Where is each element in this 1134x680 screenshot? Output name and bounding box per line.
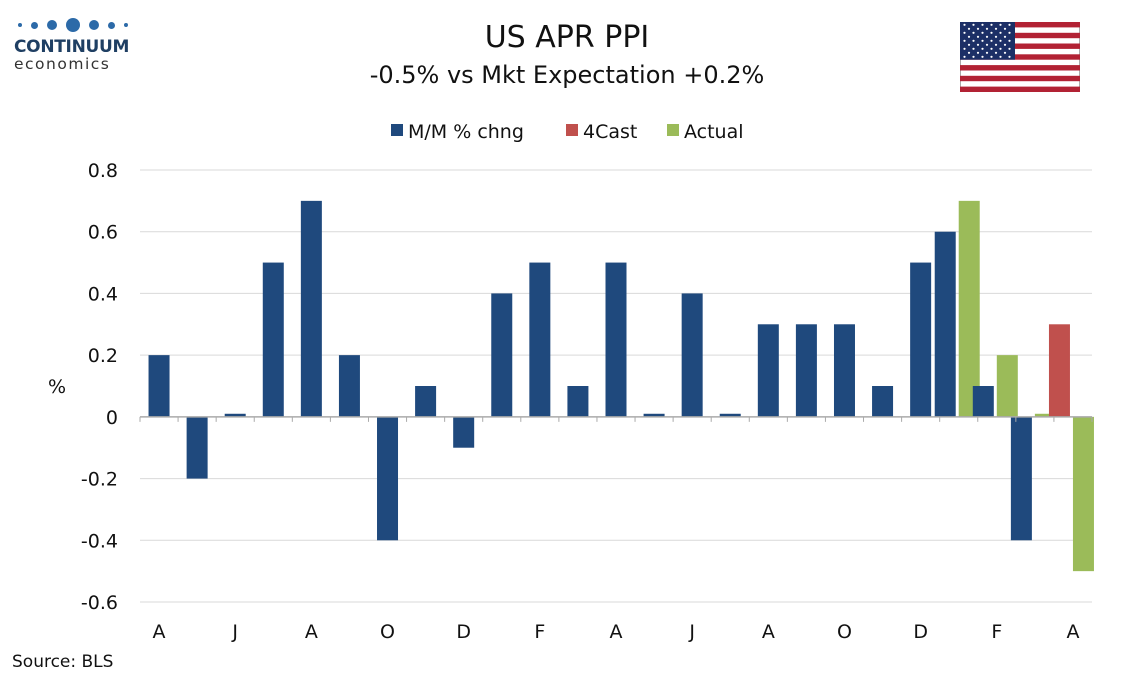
bar-mm	[833, 324, 855, 417]
x-tick-label: A	[1066, 621, 1079, 643]
bar-mm	[186, 416, 208, 479]
bar-actual	[958, 200, 980, 417]
y-tick-label: 0	[106, 407, 118, 429]
bar-actual	[1034, 413, 1056, 417]
bar-mm	[934, 231, 956, 417]
x-tick-label: D	[913, 621, 928, 643]
bar-actual	[1072, 416, 1094, 572]
legend: M/M % chng 4Cast Actual	[391, 121, 744, 143]
bar-mm	[757, 324, 779, 417]
bar-mm	[681, 293, 703, 417]
x-tick-label: A	[762, 621, 775, 643]
legend-swatch	[667, 124, 679, 136]
bar-mm	[567, 386, 589, 417]
logo-sub: economics	[14, 55, 111, 73]
chart-subtitle: -0.5% vs Mkt Expectation +0.2%	[369, 61, 765, 89]
x-tick-label: J	[231, 621, 238, 643]
bar-mm	[605, 262, 627, 417]
bar-forecast	[1048, 324, 1070, 417]
x-axis	[139, 416, 1093, 422]
y-tick-label: 0.8	[88, 160, 118, 182]
chart-title: US APR PPI	[484, 20, 650, 55]
bar-mm	[491, 293, 513, 417]
bars	[148, 200, 1094, 572]
bar-mm	[529, 262, 551, 417]
us-flag-icon	[960, 22, 1080, 92]
y-tick-label: 0.6	[88, 222, 118, 244]
bar-actual	[996, 355, 1018, 417]
y-axis-label: %	[48, 376, 66, 398]
bar-mm	[972, 386, 994, 417]
bar-mm	[377, 416, 399, 541]
x-tick-label: F	[534, 621, 545, 643]
bar-mm	[719, 413, 741, 417]
legend-swatch	[391, 124, 403, 136]
bar-mm	[453, 416, 475, 448]
legend-label: Actual	[684, 121, 744, 143]
y-tick-label: 0.4	[88, 283, 118, 305]
x-tick-label: F	[991, 621, 1002, 643]
bar-mm	[872, 386, 894, 417]
y-tick-label: 0.2	[88, 345, 118, 367]
x-tick-label: O	[837, 621, 852, 643]
y-tick-label: -0.4	[81, 530, 118, 552]
bar-mm	[300, 200, 322, 417]
legend-label: M/M % chng	[408, 121, 524, 143]
legend-swatch	[566, 124, 578, 136]
bar-mm	[415, 386, 437, 417]
x-tick-label: A	[153, 621, 166, 643]
y-tick-label: -0.2	[81, 469, 118, 491]
x-tick-label: A	[305, 621, 318, 643]
legend-label: 4Cast	[583, 121, 637, 143]
bar-mm	[795, 324, 817, 417]
x-tick-label: O	[380, 621, 395, 643]
logo-dots-icon	[18, 14, 134, 36]
bar-mm	[643, 413, 665, 417]
bar-mm	[262, 262, 284, 417]
bar-mm	[1010, 416, 1032, 541]
x-tick-label: A	[610, 621, 623, 643]
source-note: Source: BLS	[12, 652, 114, 672]
x-tick-label: D	[456, 621, 471, 643]
bar-mm	[224, 413, 246, 417]
y-tick-label: -0.6	[81, 592, 118, 614]
y-axis-ticks: 0.8 0.6 0.4 0.2 0 -0.2 -0.4 -0.6	[81, 160, 118, 614]
x-tick-label: J	[688, 621, 695, 643]
bar-mm	[910, 262, 932, 417]
logo-name: CONTINUUM	[14, 37, 130, 57]
bar-mm	[338, 355, 360, 417]
logo: CONTINUUM economics	[14, 14, 134, 73]
bar-mm	[148, 355, 170, 417]
